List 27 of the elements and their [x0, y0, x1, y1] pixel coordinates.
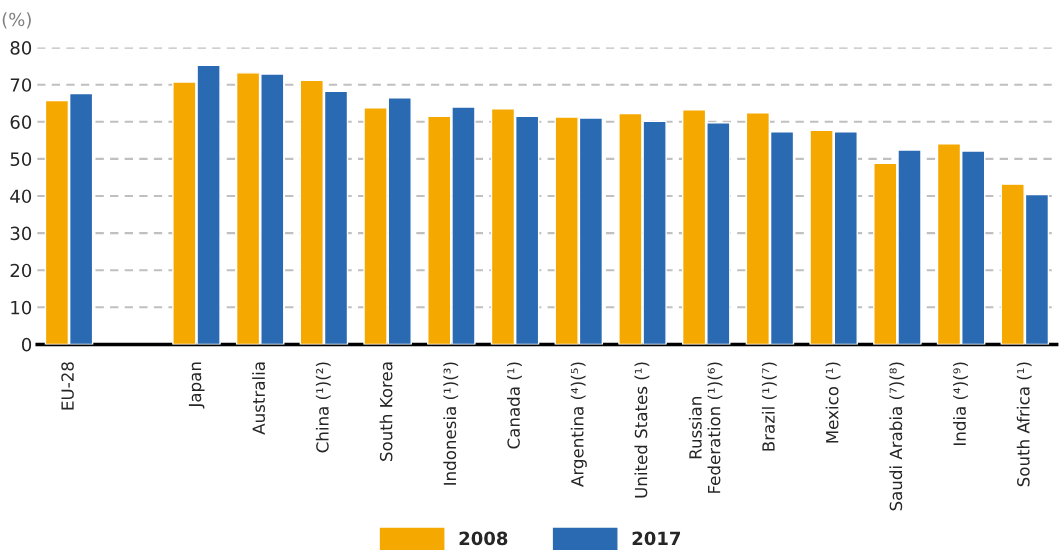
y-tick-label: 0	[22, 337, 32, 352]
y-tick-label: 30	[10, 226, 32, 241]
x-tick-label: Argentina (⁴)(⁵)	[570, 362, 587, 487]
y-tick-label: 50	[10, 152, 32, 167]
y-tick-label: 70	[10, 78, 32, 92]
x-tick-label: China (¹)(²)	[315, 362, 331, 453]
x-tick-label: Indonesia (¹)(³)	[443, 362, 459, 485]
x-tick-label: Brazil (¹)(⁷)	[761, 362, 777, 451]
y-axis-title: (%)	[2, 12, 31, 29]
x-tick-label: Australia	[252, 362, 266, 435]
legend-label: 2008	[459, 531, 508, 546]
x-tick-label: Japan	[188, 362, 205, 409]
x-tick-label: South Korea	[379, 362, 393, 461]
y-tick-label: 40	[10, 189, 32, 204]
x-tick-label: India (⁴)(⁹)	[953, 362, 968, 446]
x-tick-label: Canada (¹)	[507, 362, 522, 449]
x-tick-label: EU-28	[61, 362, 74, 410]
y-tick-label: 80	[10, 41, 32, 55]
x-tick-label: South Africa (¹)	[1016, 362, 1032, 487]
legend-label: 2017	[632, 531, 681, 546]
x-tick-label: Saudi Arabia (⁷)(⁸)	[889, 362, 905, 511]
y-tick-label: 20	[10, 263, 32, 278]
y-tick-label: 60	[10, 115, 32, 129]
x-tick-label: United States (¹)	[634, 362, 650, 498]
y-tick-label: 10	[11, 300, 32, 315]
x-tick-label: Mexico (¹)	[825, 362, 841, 443]
x-tick-label: Russian Federation (¹)(⁶)	[688, 362, 723, 493]
